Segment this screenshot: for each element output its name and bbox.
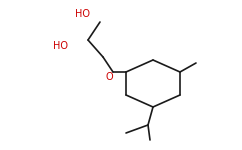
Text: O: O (105, 72, 113, 82)
Text: HO: HO (53, 41, 68, 51)
Text: HO: HO (76, 9, 91, 19)
